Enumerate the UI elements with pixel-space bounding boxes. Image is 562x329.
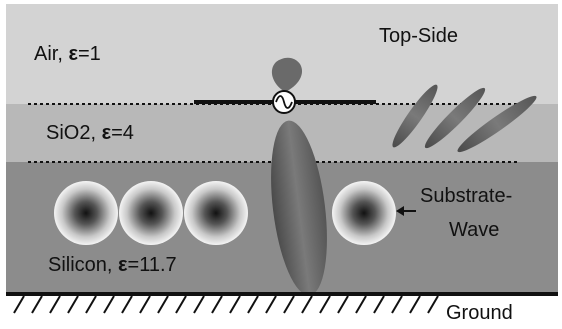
ground-hatch [13,295,439,314]
substrate-wave-label-line2: Wave [449,219,500,241]
arrow-head [396,206,404,216]
sine-symbol [275,95,293,109]
ground-label: Ground [446,302,513,324]
top-side-lobe [392,84,438,148]
top-side-label: Top-Side [379,25,458,47]
substrate-wave-circle [184,181,248,245]
air-layer-label: Air, ε=1 [34,43,101,65]
epsilon-symbol: ε [118,254,128,276]
top-side-lobe [424,87,486,149]
substrate-wave-circle [332,181,396,245]
top-side-lobe [457,95,537,153]
air-epsilon: 1 [89,43,101,65]
upward-lobe [271,57,303,92]
substrate-wave-circle [54,181,118,245]
epsilon-symbol: ε [101,122,112,144]
sio2-layer-label: SiO2, ε=4 [46,122,134,144]
silicon-epsilon: 11.7 [139,254,177,276]
sio2-name: SiO2 [46,122,91,144]
substrate-wave-circle [119,181,183,245]
silicon-name: Silicon [48,254,107,276]
substrate-wave-label-line1: Substrate- [420,185,513,207]
air-name: Air [34,43,58,65]
substrate-lobe [271,120,327,296]
sio2-epsilon: 4 [122,122,134,144]
epsilon-symbol: ε [68,43,78,65]
silicon-layer-label: Silicon, ε=11.7 [48,254,177,276]
